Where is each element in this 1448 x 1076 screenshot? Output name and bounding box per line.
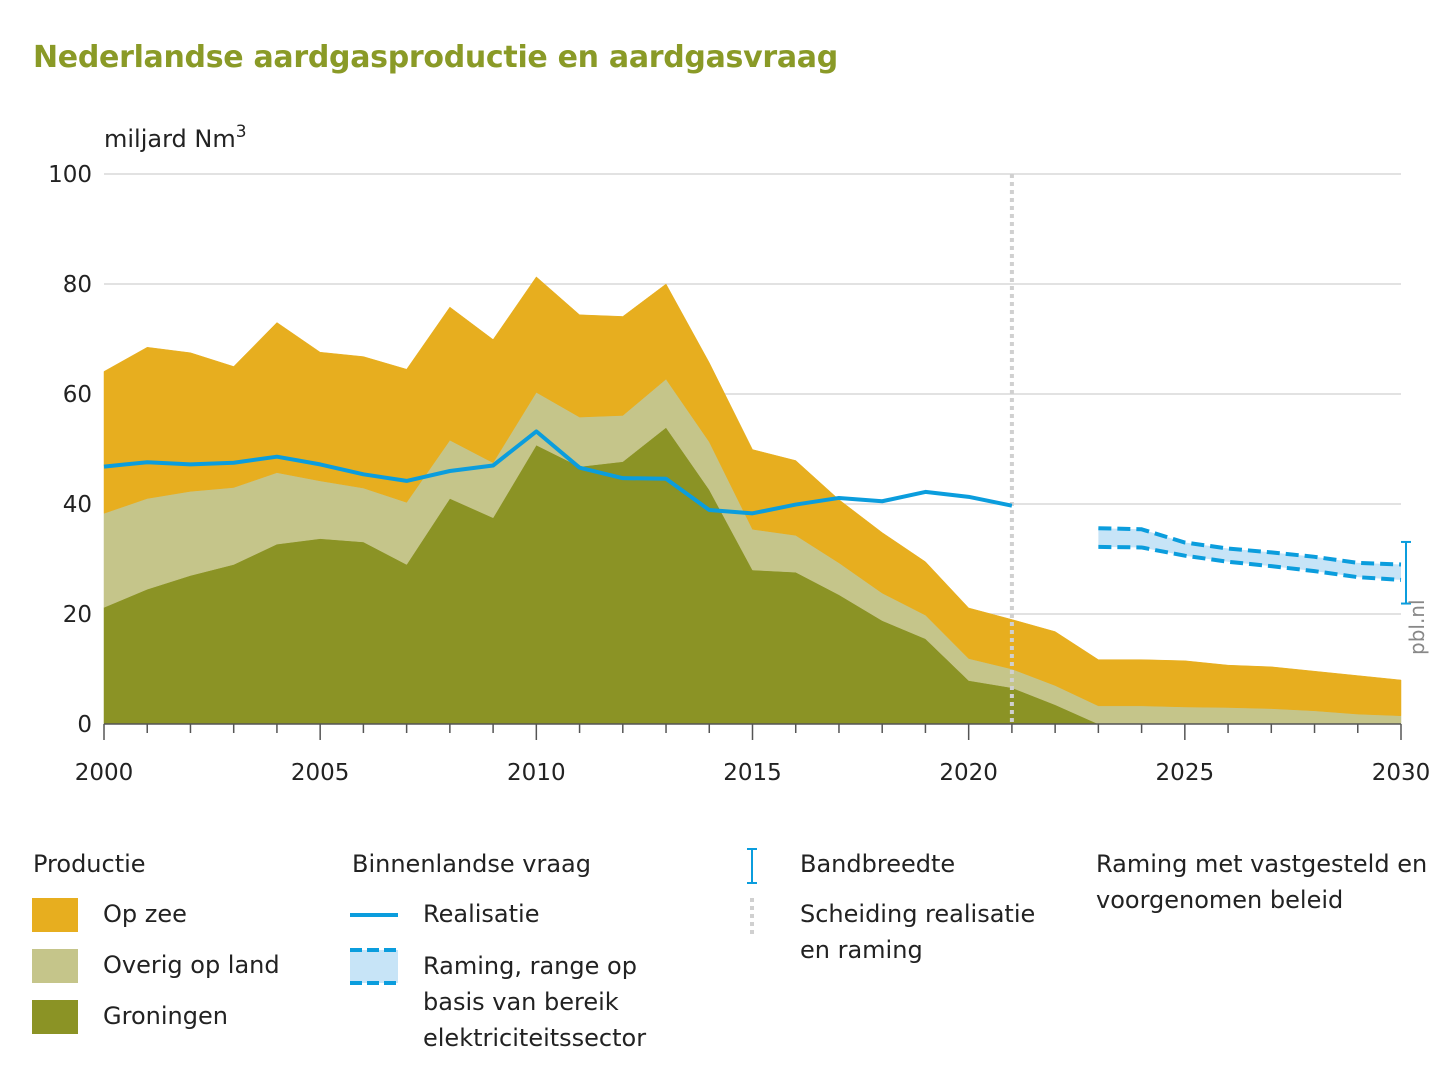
legend-overig-label: Overig op land — [103, 951, 280, 979]
raming-lower-line — [1098, 544, 1402, 582]
legend-vraag-symbols — [350, 913, 398, 985]
y-axis-label: miljard Nm3 — [104, 122, 247, 153]
legend-raming-line-1: Raming, range op — [423, 952, 637, 980]
y-tick-label-80: 80 — [63, 272, 92, 298]
demand-lines — [103, 174, 1411, 724]
legend-beleid-line-2: voorgenomen beleid — [1096, 886, 1344, 914]
legend-bandbreedte-label: Bandbreedte — [800, 850, 956, 878]
legend-groningen-label: Groningen — [103, 1002, 228, 1030]
legend-productie-heading: Productie — [33, 850, 146, 878]
legend-band-symbols — [747, 848, 757, 934]
x-tick-label-2025: 2025 — [1156, 760, 1215, 786]
y-tick-label-60: 60 — [63, 382, 92, 408]
x-tick-label-2010: 2010 — [507, 760, 566, 786]
x-tick-label-2005: 2005 — [291, 760, 350, 786]
legend-scheiding-line-2: en raming — [800, 936, 923, 964]
y-tick-label-100: 100 — [48, 162, 92, 188]
legend-beleid-line-1: Raming met vastgesteld en — [1096, 850, 1428, 878]
realisatie-line — [103, 429, 1013, 516]
y-tick-label-20: 20 — [63, 602, 92, 628]
legend-op-zee-swatch — [32, 898, 78, 932]
chart-title: Nederlandse aardgasproductie en aardgasv… — [33, 40, 838, 75]
area-op-zee — [103, 276, 1402, 717]
legend-raming-line-2: basis van bereik — [423, 988, 619, 1016]
legend-realisatie-label: Realisatie — [423, 900, 540, 928]
legend-scheiding-line-1: Scheiding realisatie — [800, 900, 1036, 928]
x-tick-label-2020: 2020 — [939, 760, 998, 786]
y-tick-label-40: 40 — [63, 492, 92, 518]
chart: 0 20 40 60 80 100 2000 2005 2010 2015 2020 2025 203… — [48, 122, 1431, 786]
axis-ticks: 2000 2005 2010 2015 2020 2025 2030 — [75, 723, 1431, 786]
legend-op-zee-label: Op zee — [103, 900, 187, 928]
y-tick-label-0: 0 — [77, 712, 92, 738]
area-series — [103, 276, 1402, 725]
legend-overig-swatch — [32, 949, 78, 983]
x-tick-label-2015: 2015 — [723, 760, 782, 786]
legend-groningen-swatch — [32, 1000, 78, 1034]
legend-raming-line-3: elektriciteitssector — [423, 1024, 647, 1052]
raming-band — [1098, 528, 1401, 580]
x-tick-label-2000: 2000 — [75, 760, 134, 786]
legend-vraag-heading: Binnenlandse vraag — [352, 850, 591, 878]
raming-upper-line — [1098, 526, 1402, 567]
watermark: pbl.nl — [1405, 599, 1429, 655]
x-tick-label-2030: 2030 — [1372, 760, 1431, 786]
